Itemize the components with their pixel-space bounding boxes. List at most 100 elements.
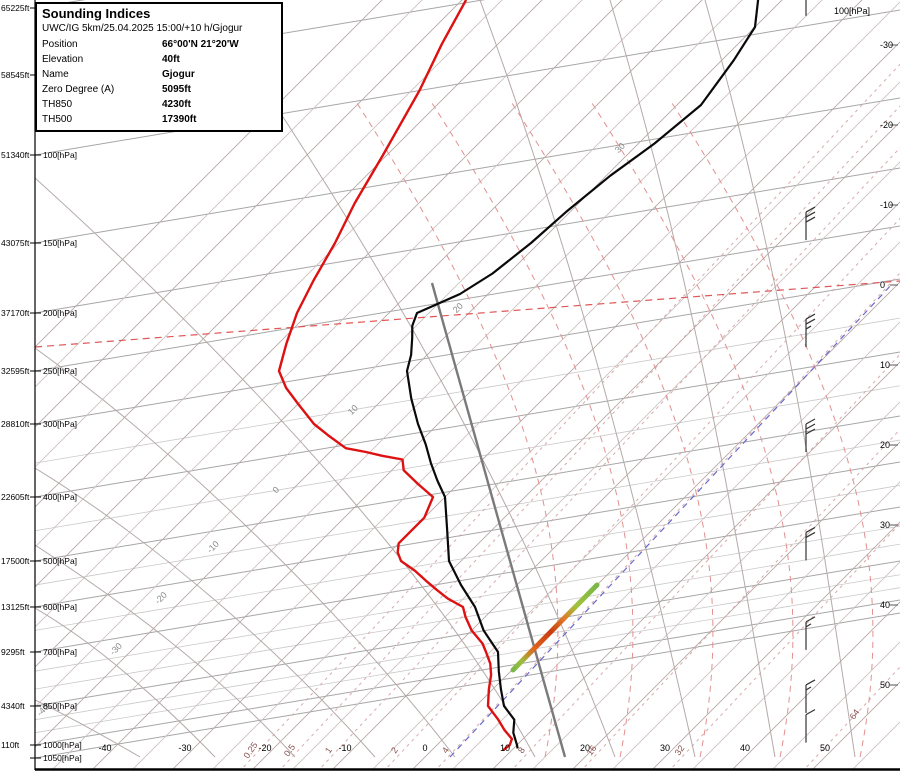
temp-label-right: 10 (880, 360, 890, 370)
temp-label-bottom: -10 (338, 743, 351, 753)
indices-row-position: Position 66°00'N 21°20'W (42, 37, 276, 52)
model-run-info: UWC/IG 5km/25.04.2025 15:00/+10 h/Gjogur (42, 23, 243, 34)
mixing-ratio-label: 1 (323, 745, 334, 755)
mixing-ratio-label: 4 (440, 745, 451, 755)
temp-label-right: 20 (880, 440, 890, 450)
mixing-ratio-label: 16 (585, 743, 599, 757)
mixing-ratio-label: 64 (848, 707, 862, 721)
altitude-label: 110ft (1, 740, 20, 750)
dry-adiabat-label: -10 (205, 539, 221, 555)
freezing-reference-dashed-line (35, 280, 900, 348)
mixing-ratio-label: 0.25 (241, 740, 259, 760)
row-label: Name (42, 69, 69, 80)
dry-adiabat-label: -20 (153, 590, 169, 606)
temp-label-bottom: 10 (500, 743, 510, 753)
temp-label-bottom: 50 (820, 743, 830, 753)
temp-label-right: -30 (880, 40, 893, 50)
temperature-curve (405, 0, 760, 749)
temp-label-bottom: 20 (580, 743, 590, 753)
pressure-label-top-right: 100[hPa] (834, 6, 870, 16)
dry-adiabat-label: 0 (271, 485, 282, 496)
row-label: Zero Degree (A) (42, 84, 115, 95)
indices-row-name: Name Gjogur (42, 67, 276, 82)
temp-label-right: 50 (880, 680, 890, 690)
altitude-label: 51340ft (1, 150, 30, 160)
altitude-label: 32595ft (1, 366, 30, 376)
temp-label-bottom: 40 (740, 743, 750, 753)
temp-label-right: 40 (880, 600, 890, 610)
altitude-label: 43075ft (1, 238, 30, 248)
temp-label-bottom: 0 (422, 743, 427, 753)
wind-barb (805, 418, 816, 453)
reference-line (430, 282, 567, 758)
wind-barb (805, 0, 807, 16)
temp-label-right: 30 (880, 520, 890, 530)
pressure-label: 1050[hPa] (43, 753, 82, 763)
row-label: Position (42, 39, 78, 50)
row-value: 66°00'N 21°20'W (162, 39, 239, 50)
pressure-label: 850[hPa] (43, 701, 77, 711)
indices-row-th850: TH850 4230ft (42, 97, 276, 112)
wind-barb (805, 526, 816, 561)
row-label: TH850 (42, 99, 73, 110)
indices-row-zero-degree: Zero Degree (A) 5095ft (42, 82, 276, 97)
altitude-label: 58545ft (1, 70, 30, 80)
sounding-indices-panel: Sounding Indices UWC/IG 5km/25.04.2025 1… (35, 2, 283, 132)
wind-barb (805, 679, 816, 713)
temp-label-bottom: 30 (660, 743, 670, 753)
moist-adiabats (35, 99, 900, 758)
row-value: 40ft (162, 54, 180, 65)
pressure-label: 200[hPa] (43, 308, 77, 318)
pressure-label: 150[hPa] (43, 238, 77, 248)
pressure-label: 100[hPa] (43, 150, 77, 160)
pressure-label: 1000[hPa] (43, 740, 82, 750)
dry-adiabat-label: 10 (346, 403, 360, 417)
altitude-label: 22605ft (1, 492, 30, 502)
temp-label-bottom: -30 (178, 743, 191, 753)
pressure-label: 600[hPa] (43, 602, 77, 612)
row-value: 4230ft (162, 99, 191, 110)
altitude-label: 37170ft (1, 308, 30, 318)
mixing-ratio-label: 8 (516, 745, 527, 755)
pressure-label: 300[hPa] (43, 419, 77, 429)
panel-title: Sounding Indices (42, 6, 151, 21)
wind-barbs (805, 0, 816, 743)
dry-adiabat-label: 30 (613, 141, 627, 155)
altitude-label: 28810ft (1, 419, 30, 429)
altitude-label: 4340ft (1, 701, 25, 711)
wind-barb (805, 313, 816, 348)
indices-row-elevation: Elevation 40ft (42, 52, 276, 67)
temp-label-bottom: -20 (258, 743, 271, 753)
shear-gradient-segment (510, 582, 600, 673)
pressure-label: 500[hPa] (43, 556, 77, 566)
altitude-label: 9295ft (1, 647, 25, 657)
dry-adiabat-label: 20 (451, 301, 465, 315)
indices-row-th500: TH500 17390ft (42, 112, 276, 127)
pressure-label: 250[hPa] (43, 366, 77, 376)
row-value: 17390ft (162, 114, 197, 125)
dewpoint-curve (277, 0, 514, 752)
wind-barb (805, 709, 816, 743)
temp-label-right: 0 (880, 280, 885, 290)
row-value: Gjogur (162, 69, 195, 80)
parcel-mixing-line (449, 282, 894, 758)
wind-barb (805, 616, 816, 650)
mixing-ratio-label: 32 (673, 743, 687, 757)
mixing-ratio-label: 2 (389, 745, 400, 755)
wind-barb (805, 206, 816, 241)
temp-label-bottom: -40 (98, 743, 111, 753)
row-label: TH500 (42, 114, 73, 125)
isobar-grid (35, 0, 900, 759)
dry-adiabats (35, 0, 856, 758)
temp-label-right: -20 (880, 120, 893, 130)
pressure-label: 400[hPa] (43, 492, 77, 502)
altitude-label: 13125ft (1, 602, 30, 612)
row-value: 5095ft (162, 84, 191, 95)
right-axis: -30 -20 -10 0 10 20 30 40 50 100[hPa] (834, 6, 898, 690)
row-label: Elevation (42, 54, 84, 65)
temp-label-right: -10 (880, 200, 893, 210)
altitude-label: 17500ft (1, 556, 30, 566)
